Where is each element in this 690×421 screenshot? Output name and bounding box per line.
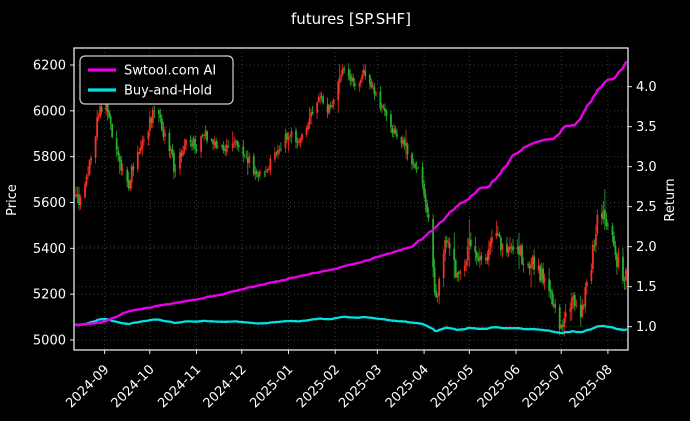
legend: Swtool.com AI Buy-and-Hold [79, 55, 234, 105]
x-tick-label: 2025-04 [383, 362, 432, 411]
price-tick-label: 5200 [33, 288, 66, 303]
return-tick-label: 3.0 [636, 160, 657, 175]
candlestick-layer [75, 63, 627, 337]
x-tick-label: 2025-07 [520, 362, 569, 411]
return-tick-label: 1.5 [636, 280, 657, 295]
price-tick-label: 5400 [33, 242, 66, 257]
price-tick-label: 6000 [33, 104, 66, 119]
price-axis-label: Price [5, 184, 20, 216]
return-tick-label: 1.0 [636, 320, 657, 335]
price-tick-label: 5000 [33, 334, 66, 349]
x-tick-label: 2024-11 [155, 362, 204, 411]
price-tick-label: 6200 [33, 59, 66, 74]
x-tick-label: 2025-08 [567, 362, 616, 411]
x-tick-label: 2025-03 [336, 362, 385, 411]
return-tick-label: 2.5 [636, 200, 657, 215]
x-tick-label: 2025-05 [428, 362, 477, 411]
legend-label-ai: Swtool.com AI [124, 64, 216, 79]
x-tick-label: 2025-06 [475, 362, 524, 411]
price-tick-label: 5600 [33, 196, 66, 211]
x-tick-label: 2025-02 [294, 362, 343, 411]
plot-border [73, 47, 629, 351]
legend-label-buyhold: Buy-and-Hold [124, 84, 212, 99]
x-tick-label: 2025-01 [247, 362, 296, 411]
price-tick-label: 5800 [33, 150, 66, 165]
return-axis-label: Return [663, 178, 678, 221]
strategy-lines-layer [74, 61, 628, 335]
x-tick-label: 2024-09 [63, 362, 112, 411]
legend-box [79, 55, 234, 105]
buyhold-line [74, 315, 628, 335]
x-tick-label: 2024-10 [109, 362, 158, 411]
return-tick-label: 4.0 [636, 80, 657, 95]
x-tick-label: 2024-12 [201, 362, 250, 411]
ai-return-line [74, 61, 628, 327]
chart-title: futures [SP.SHF] [291, 10, 411, 28]
return-tick-label: 2.0 [636, 240, 657, 255]
return-tick-label: 3.5 [636, 120, 657, 135]
